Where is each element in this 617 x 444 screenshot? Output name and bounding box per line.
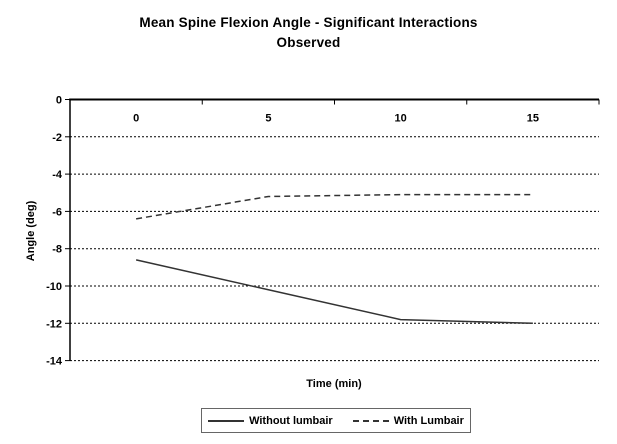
x-tick-label: 0 [133, 113, 139, 125]
y-tick-label: -2 [52, 132, 62, 144]
y-tick-label: -6 [52, 206, 62, 218]
series-line-with-lumbair [135, 193, 533, 220]
y-tick-label: -4 [52, 169, 63, 181]
chart-title-line1: Mean Spine Flexion Angle - Significant I… [139, 15, 478, 30]
y-tick-label: -8 [52, 244, 62, 256]
solid-line-sample [208, 419, 245, 422]
legend: Without lumbair With Lumbair [201, 408, 471, 433]
legend-item-with-lumbair: With Lumbair [352, 414, 464, 427]
x-axis-title: Time (min) [306, 378, 362, 390]
x-tick-label: 15 [527, 113, 539, 125]
y-tick-label: -14 [46, 356, 63, 368]
y-axis-title: Angle (deg) [25, 200, 37, 262]
legend-label-with-lumbair: With Lumbair [393, 414, 464, 427]
x-tick-label: 5 [265, 113, 271, 125]
chart-title-line2: Observed [276, 35, 341, 50]
dashed-line-sample [352, 419, 389, 422]
y-tick-label: 0 [56, 95, 62, 107]
legend-label-without-lumbair: Without lumbair [249, 414, 333, 427]
y-tick-label: -10 [46, 281, 62, 293]
legend-item-without-lumbair: Without lumbair [208, 415, 333, 427]
x-tick-label: 10 [395, 113, 407, 125]
y-tick-label: -12 [46, 318, 62, 330]
series-line-without-lumbair [135, 259, 533, 325]
chart-title: Mean Spine Flexion Angle - Significant I… [0, 13, 617, 53]
